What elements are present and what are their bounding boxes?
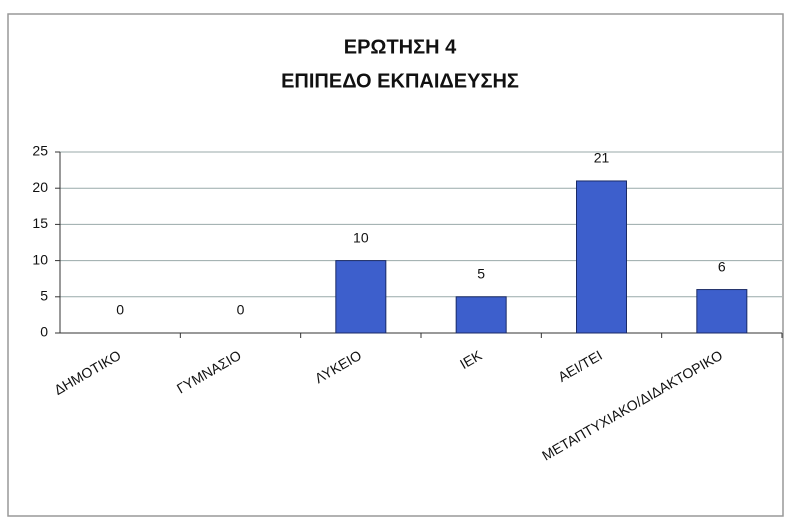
y-tick-label: 15 bbox=[32, 215, 48, 231]
bar bbox=[455, 296, 507, 334]
bar bbox=[576, 180, 627, 334]
data-label: 10 bbox=[353, 229, 369, 245]
bar bbox=[696, 289, 748, 334]
data-label: 6 bbox=[718, 258, 726, 274]
data-label: 0 bbox=[237, 302, 245, 318]
data-label: 21 bbox=[594, 150, 610, 166]
data-label: 5 bbox=[477, 266, 485, 282]
y-tick-label: 25 bbox=[32, 143, 48, 159]
data-label: 0 bbox=[116, 302, 124, 318]
chart-frame bbox=[7, 13, 784, 517]
bar bbox=[335, 260, 387, 334]
y-tick-label: 0 bbox=[40, 324, 48, 340]
chart-title: ΕΠΙΠΕΔΟ ΕΚΠΑΙΔΕΥΣΗΣ bbox=[281, 70, 519, 92]
chart-title: ΕΡΩΤΗΣΗ 4 bbox=[344, 36, 457, 58]
y-tick-label: 20 bbox=[32, 179, 48, 195]
y-tick-label: 5 bbox=[40, 288, 48, 304]
y-tick-label: 10 bbox=[32, 251, 48, 267]
